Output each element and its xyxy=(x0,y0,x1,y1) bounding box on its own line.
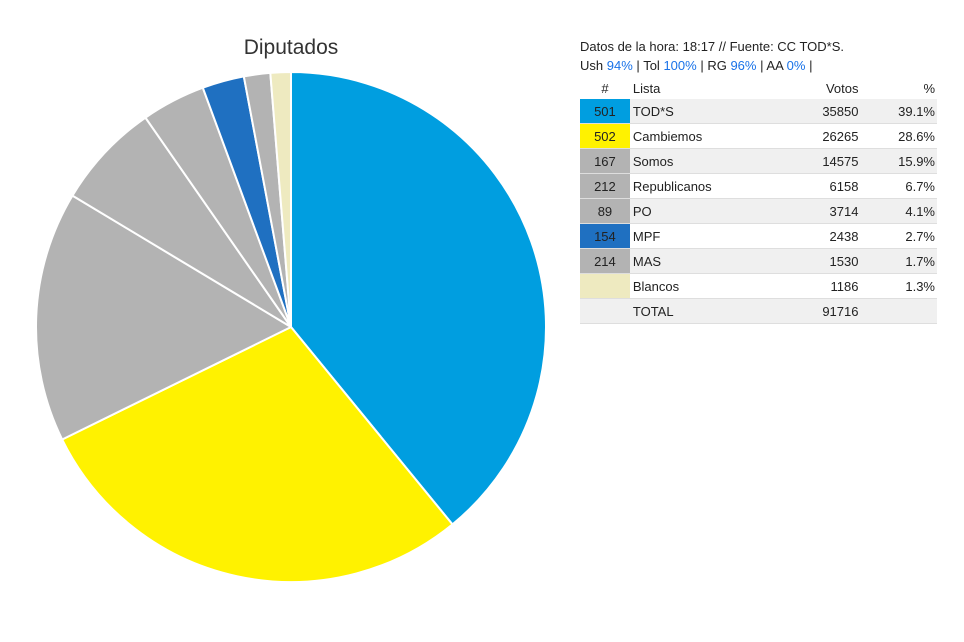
list-number-cell: 502 xyxy=(580,123,630,149)
list-number-cell: 214 xyxy=(580,248,630,274)
list-name-cell: TOD*S xyxy=(629,99,771,124)
info-panel: Datos de la hora: 18:17 // Fuente: CC TO… xyxy=(580,37,844,75)
table-row: 89 PO 3714 4.1% xyxy=(580,198,937,224)
header-votos: Votos xyxy=(825,80,859,96)
total-label: TOTAL xyxy=(629,298,771,324)
list-name-cell: Blancos xyxy=(629,273,771,299)
percent-cell: 6.7% xyxy=(860,173,937,199)
header-lista: Lista xyxy=(632,80,661,96)
ush-value: 94% xyxy=(606,58,633,73)
total-num-cell xyxy=(580,298,630,324)
list-name-cell: MPF xyxy=(629,223,771,249)
votes-cell: 6158 xyxy=(770,173,861,199)
list-name-cell: MAS xyxy=(629,248,771,274)
separator: | xyxy=(636,58,640,73)
total-pct-cell xyxy=(860,298,937,324)
separator: | xyxy=(809,58,813,73)
votes-cell: 1186 xyxy=(770,273,861,299)
pie-chart xyxy=(35,70,547,583)
header-pct: % xyxy=(923,80,935,96)
info-line-progress: Ush 94% | Tol 100% | RG 96% | AA 0% | xyxy=(580,56,844,75)
table-row: 214 MAS 1530 1.7% xyxy=(580,248,937,274)
percent-cell: 28.6% xyxy=(860,123,937,149)
percent-cell: 1.3% xyxy=(860,273,937,299)
aa-label: AA xyxy=(766,58,784,73)
votes-cell: 35850 xyxy=(770,99,861,124)
tol-label: Tol xyxy=(643,58,660,73)
list-name-cell: Cambiemos xyxy=(629,123,771,149)
percent-cell: 15.9% xyxy=(860,148,937,174)
results-table: # Lista Votos % 501 TOD*S 35850 39.1% 502 Cam… xyxy=(580,77,937,324)
votes-cell: 3714 xyxy=(770,198,861,224)
separator: | xyxy=(700,58,704,73)
separator: | xyxy=(760,58,764,73)
pie-slice-somos[interactable] xyxy=(35,194,292,441)
table-row: Blancos 1186 1.3% xyxy=(580,273,937,299)
chart-title: Diputados xyxy=(243,36,339,59)
votes-cell: 26265 xyxy=(770,123,861,149)
table-header-row: # Lista Votos % xyxy=(580,77,937,99)
list-number-cell: 212 xyxy=(580,173,630,199)
votes-cell: 2438 xyxy=(770,223,861,249)
aa-value: 0% xyxy=(786,58,806,73)
list-number-cell: 167 xyxy=(580,148,630,174)
header-num: # xyxy=(601,80,609,96)
table-body: 501 TOD*S 35850 39.1% 502 Cambiemos 26265 28.6%… xyxy=(580,99,937,299)
total-votes: 91716 xyxy=(770,298,861,324)
info-line-source: Datos de la hora: 18:17 // Fuente: CC TO… xyxy=(580,39,844,54)
votes-cell: 1530 xyxy=(770,248,861,274)
list-number-cell: 89 xyxy=(580,198,630,224)
list-number-cell: 154 xyxy=(580,223,630,249)
percent-cell: 39.1% xyxy=(860,99,937,124)
pie-slice-cambiemos[interactable] xyxy=(61,326,454,583)
votes-cell: 14575 xyxy=(770,148,861,174)
list-number-cell xyxy=(580,273,630,299)
rg-value: 96% xyxy=(730,58,757,73)
table-row: 501 TOD*S 35850 39.1% xyxy=(580,99,937,124)
tol-value: 100% xyxy=(663,58,697,73)
pie-slice-tod-s[interactable] xyxy=(290,71,547,526)
table-row: 154 MPF 2438 2.7% xyxy=(580,223,937,249)
list-name-cell: PO xyxy=(629,198,771,224)
list-number-cell: 501 xyxy=(580,99,630,124)
list-name-cell: Somos xyxy=(629,148,771,174)
total-row: TOTAL 91716 xyxy=(580,298,937,324)
table-row: 212 Republicanos 6158 6.7% xyxy=(580,173,937,199)
percent-cell: 1.7% xyxy=(860,248,937,274)
percent-cell: 4.1% xyxy=(860,198,937,224)
ush-label: Ush xyxy=(580,58,604,73)
pie-slice-blancos[interactable] xyxy=(269,70,292,328)
pie-slice-republicanos[interactable] xyxy=(71,116,292,328)
table-row: 167 Somos 14575 15.9% xyxy=(580,148,937,174)
rg-label: RG xyxy=(707,58,727,73)
table-row: 502 Cambiemos 26265 28.6% xyxy=(580,123,937,149)
list-name-cell: Republicanos xyxy=(629,173,771,199)
percent-cell: 2.7% xyxy=(860,223,937,249)
